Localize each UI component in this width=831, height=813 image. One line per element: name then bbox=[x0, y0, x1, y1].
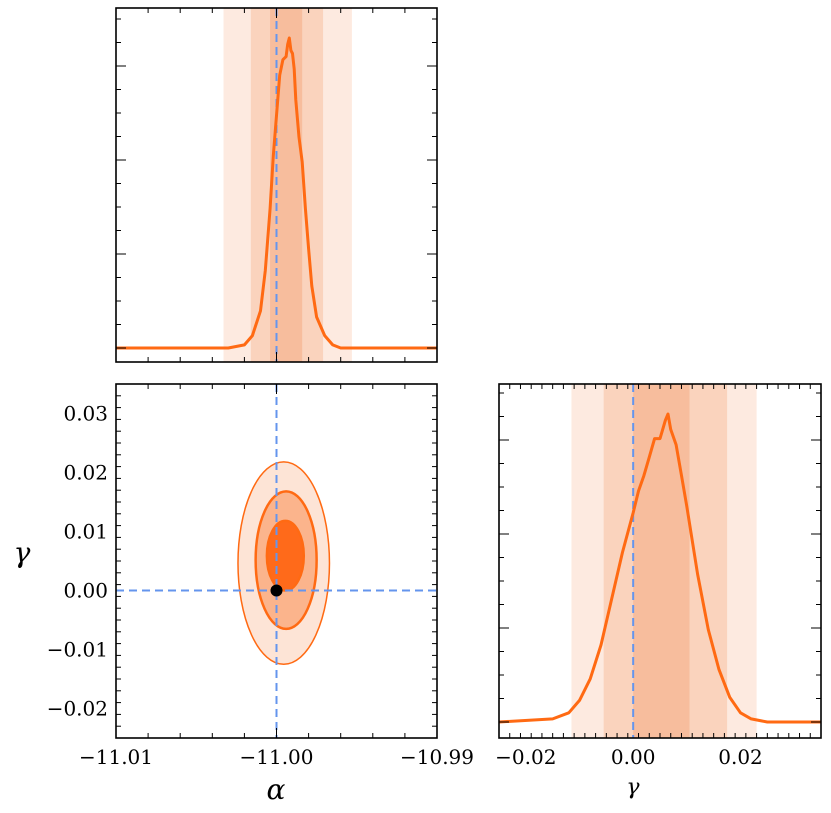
alpha-marginal-curve bbox=[116, 36, 437, 350]
gamma-x-axis-label: γ bbox=[626, 775, 640, 800]
joint-y-tick-label: −0.02 bbox=[47, 697, 108, 721]
gamma-marginal-curve bbox=[498, 412, 821, 724]
joint-y-tick-label: −0.01 bbox=[47, 638, 108, 662]
gamma-x-tick-label: 0.00 bbox=[611, 745, 656, 769]
joint-y-tick-label: 0.02 bbox=[63, 461, 108, 485]
joint-y-tick-label: 0.01 bbox=[63, 520, 108, 544]
joint-contour-panel: −11.01 −11.00 −10.99 0.03 0.02 0.01 0.00 −0.01… bbox=[14, 383, 474, 806]
contour-1sigma bbox=[265, 519, 306, 592]
joint-y-tick-label: 0.00 bbox=[63, 579, 108, 603]
gamma-marginal-frame bbox=[498, 383, 822, 739]
alpha-band-1sigma bbox=[270, 8, 303, 362]
joint-x-tick-label: −10.99 bbox=[400, 745, 474, 769]
x-axis-label: α bbox=[267, 773, 286, 806]
gamma-band-1sigma bbox=[633, 384, 690, 738]
alpha-marginal-frame bbox=[115, 7, 438, 363]
joint-y-tick-label: 0.03 bbox=[63, 402, 108, 426]
joint-frame bbox=[115, 383, 438, 739]
truth-point bbox=[270, 584, 283, 597]
joint-x-tick-label: −11.00 bbox=[239, 745, 313, 769]
gamma-x-tick-label: −0.02 bbox=[495, 745, 556, 769]
joint-x-tick-label: −11.01 bbox=[79, 745, 153, 769]
alpha-marginal-panel bbox=[115, 7, 438, 363]
gamma-marginal-panel: −0.02 0.00 0.02 γ bbox=[495, 383, 822, 800]
y-axis-label: γ bbox=[14, 536, 31, 569]
gamma-x-tick-label: 0.02 bbox=[718, 745, 763, 769]
